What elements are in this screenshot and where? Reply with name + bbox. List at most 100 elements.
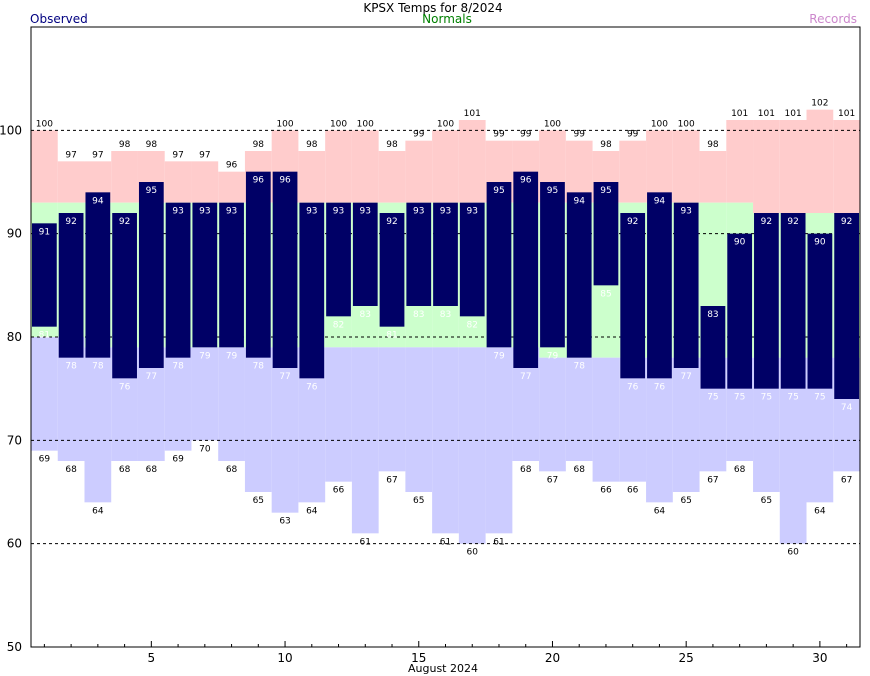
record-low-band <box>565 357 593 461</box>
record-low-label: 65 <box>680 496 691 506</box>
record-high-label: 98 <box>119 140 131 150</box>
observed-bar <box>192 202 218 348</box>
record-high-label: 101 <box>464 109 481 119</box>
record-high-label: 98 <box>386 140 398 150</box>
observed-bar <box>754 213 779 389</box>
y-tick-label: 70 <box>7 433 22 447</box>
observed-low-label: 82 <box>467 320 478 330</box>
record-high-band <box>779 120 807 213</box>
record-low-label: 68 <box>65 465 77 475</box>
observed-bar <box>379 213 405 327</box>
observed-high-label: 93 <box>199 207 210 217</box>
record-low-label: 63 <box>279 517 290 527</box>
observed-high-label: 96 <box>520 176 532 186</box>
observed-bar <box>112 213 137 379</box>
record-low-band <box>31 337 58 451</box>
record-high-label: 99 <box>627 130 639 140</box>
record-high-label: 98 <box>146 140 158 150</box>
record-low-label: 61 <box>360 537 371 547</box>
record-high-label: 100 <box>544 119 561 129</box>
record-low-label: 67 <box>707 475 718 485</box>
observed-high-label: 90 <box>814 238 826 248</box>
record-high-label: 101 <box>758 109 775 119</box>
record-low-label: 70 <box>199 444 211 454</box>
observed-high-label: 93 <box>306 207 317 217</box>
record-low-label: 66 <box>600 486 612 496</box>
observed-low-label: 82 <box>333 320 344 330</box>
record-high-label: 99 <box>413 130 425 140</box>
record-high-label: 97 <box>92 150 103 160</box>
record-low-label: 68 <box>734 465 746 475</box>
observed-low-label: 76 <box>654 382 666 392</box>
observed-bar <box>700 306 726 389</box>
record-high-band <box>218 171 245 203</box>
plot-area: 91 81 100 69 92 78 97 68 94 78 97 64 92 76 98 68 95 77 98 6… <box>0 26 861 665</box>
y-tick-label: 50 <box>7 640 22 654</box>
record-high-band <box>351 130 379 203</box>
record-high-label: 97 <box>172 150 183 160</box>
observed-high-label: 93 <box>172 207 183 217</box>
observed-bar <box>58 213 84 358</box>
record-low-band <box>405 347 433 492</box>
observed-low-label: 79 <box>547 351 559 361</box>
observed-low-label: 75 <box>814 393 825 403</box>
record-low-label: 66 <box>627 486 639 496</box>
observed-high-label: 93 <box>360 207 371 217</box>
record-high-band <box>699 151 727 203</box>
x-tick-label: 25 <box>679 651 694 665</box>
record-high-band <box>191 161 219 203</box>
x-tick-label: 15 <box>411 651 426 665</box>
record-low-label: 68 <box>146 465 158 475</box>
record-high-band <box>833 120 860 213</box>
x-tick-label: 30 <box>812 651 827 665</box>
observed-high-label: 96 <box>279 176 291 186</box>
observed-high-label: 95 <box>146 186 157 196</box>
record-low-label: 67 <box>841 475 852 485</box>
observed-low-label: 76 <box>627 382 639 392</box>
observed-bar <box>138 182 164 368</box>
record-low-band <box>191 347 219 441</box>
observed-low-label: 78 <box>573 362 585 372</box>
record-low-label: 65 <box>413 496 424 506</box>
observed-high-label: 92 <box>65 217 76 227</box>
observed-bar <box>673 202 699 368</box>
observed-low-label: 78 <box>172 362 184 372</box>
observed-low-label: 79 <box>493 351 505 361</box>
record-high-band <box>726 120 754 203</box>
observed-high-label: 94 <box>92 196 104 206</box>
observed-bar <box>326 202 351 317</box>
observed-low-label: 79 <box>226 351 238 361</box>
record-high-label: 99 <box>520 130 532 140</box>
x-axis-label: August 2024 <box>408 662 478 675</box>
observed-bar <box>219 202 244 348</box>
observed-high-label: 93 <box>440 207 451 217</box>
observed-low-label: 85 <box>600 289 611 299</box>
observed-bar <box>727 233 753 389</box>
record-high-band <box>458 120 486 203</box>
record-high-band <box>57 161 85 203</box>
x-tick-label: 5 <box>148 651 156 665</box>
observed-high-label: 93 <box>467 207 478 217</box>
record-low-label: 69 <box>172 455 184 465</box>
observed-high-label: 92 <box>627 217 638 227</box>
record-high-label: 98 <box>707 140 719 150</box>
legend-normals: Normals <box>422 12 472 26</box>
record-low-band <box>84 347 112 503</box>
observed-low-label: 83 <box>413 310 424 320</box>
observed-bar <box>272 171 298 368</box>
record-high-label: 100 <box>651 119 668 129</box>
observed-bar <box>807 233 833 389</box>
observed-bar <box>85 192 111 358</box>
observed-high-label: 92 <box>386 217 397 227</box>
observed-high-label: 92 <box>787 217 798 227</box>
record-low-label: 65 <box>761 496 772 506</box>
record-high-band <box>753 120 780 213</box>
observed-low-label: 83 <box>440 310 451 320</box>
record-high-band <box>378 151 406 203</box>
legend-records: Records <box>809 12 857 26</box>
observed-high-label: 94 <box>573 196 585 206</box>
record-high-label: 100 <box>330 119 347 129</box>
record-high-band <box>619 140 647 203</box>
observed-low-label: 81 <box>386 331 397 341</box>
